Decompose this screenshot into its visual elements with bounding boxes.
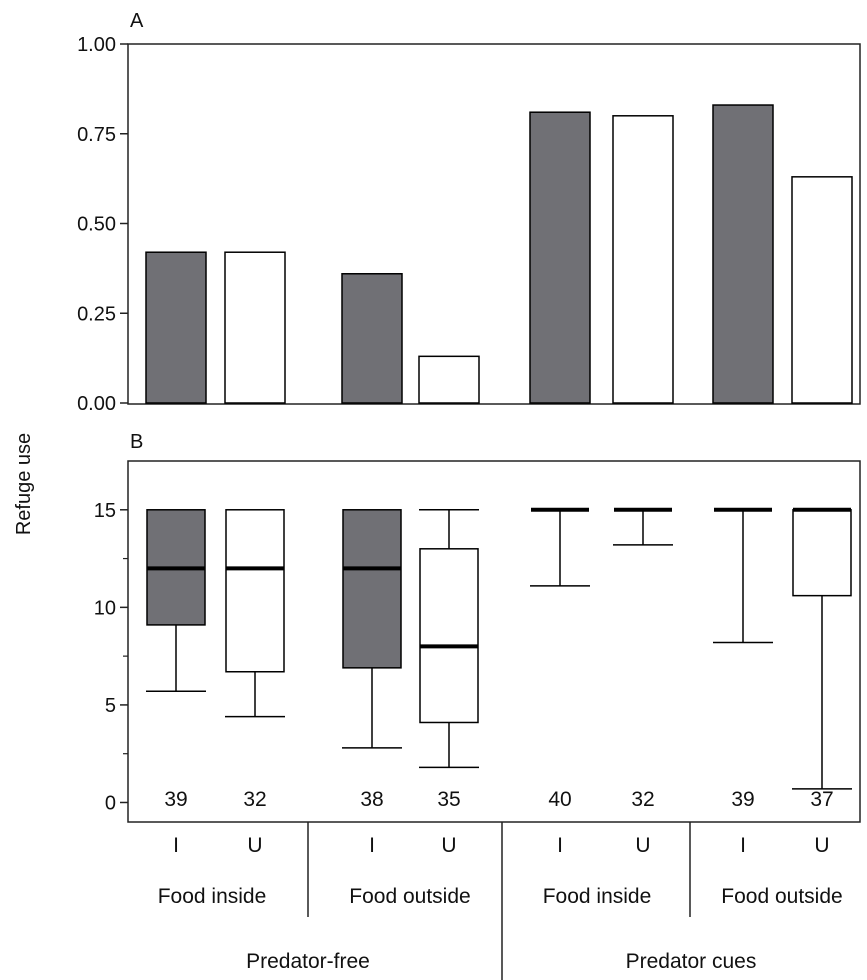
sample-size-label: 37	[810, 788, 833, 811]
x-axis: I U I U I U I U Food inside Food outside Food insi…	[158, 822, 843, 980]
y-tick-label: 0.00	[77, 393, 116, 415]
panel-a-label: A	[130, 10, 144, 32]
sample-size-label: 40	[548, 788, 571, 811]
panel-a-bars	[145, 104, 853, 404]
box-plot-infected: 39	[146, 509, 206, 811]
y-tick-label: 5	[105, 695, 116, 717]
bar-infected	[145, 251, 207, 404]
panel-b-label: B	[130, 431, 143, 453]
x-category-label: I	[740, 834, 746, 857]
context-label: Predator-free	[246, 950, 370, 973]
iqr-box	[419, 548, 479, 724]
panel-a-y-ticks: 0.00 0.25 0.50 0.75 1.00	[77, 34, 128, 415]
sample-size-label: 32	[243, 788, 266, 811]
bar-infected	[341, 273, 403, 404]
x-category-label: U	[814, 834, 829, 857]
box-plot-uninfected: 37	[792, 507, 852, 811]
panel-b-boxes: 39 32 38 35 40 32 39 37	[146, 507, 852, 811]
group-label: Food outside	[349, 885, 470, 908]
sample-size-label: 39	[731, 788, 754, 811]
y-tick-label: 1.00	[77, 34, 116, 56]
box-plot-uninfected: 35	[419, 509, 479, 811]
y-tick-label: 10	[94, 597, 116, 619]
sample-size-label: 35	[437, 788, 460, 811]
box-plot-infected: 38	[342, 509, 402, 811]
y-tick-label: 0.25	[77, 303, 116, 325]
x-category-label: I	[369, 834, 375, 857]
iqr-box	[225, 509, 285, 673]
group-label: Food outside	[721, 885, 842, 908]
iqr-box	[342, 509, 402, 669]
panel-b-frame	[127, 460, 861, 823]
sample-size-label: 32	[631, 788, 654, 811]
sample-size-label: 38	[360, 788, 383, 811]
box-plot-infected: 40	[530, 507, 590, 811]
group-label: Food inside	[543, 885, 652, 908]
x-category-label: U	[247, 834, 262, 857]
x-category-label: I	[173, 834, 179, 857]
y-tick-label: 15	[94, 500, 116, 522]
panel-b-y-ticks: 0 5 10 15	[94, 500, 128, 814]
bar-infected	[712, 104, 774, 404]
box-plot-uninfected: 32	[225, 509, 285, 811]
y-tick-label: 0.50	[77, 214, 116, 236]
x-category-label: U	[441, 834, 456, 857]
group-label: Food inside	[158, 885, 267, 908]
x-category-label: U	[635, 834, 650, 857]
context-label: Predator cues	[626, 950, 757, 973]
bar-uninfected	[791, 176, 853, 404]
x-category-label: I	[557, 834, 563, 857]
bar-uninfected	[418, 355, 480, 404]
y-tick-label: 0	[105, 792, 116, 814]
box-plot-uninfected: 32	[613, 507, 673, 811]
iqr-box	[792, 509, 852, 597]
y-axis-label: Refuge use	[13, 433, 35, 535]
y-tick-label: 0.75	[77, 124, 116, 146]
sample-size-label: 39	[164, 788, 187, 811]
bar-uninfected	[612, 115, 674, 404]
bar-uninfected	[224, 251, 286, 404]
box-plot-infected: 39	[713, 507, 773, 811]
bar-infected	[529, 111, 591, 404]
